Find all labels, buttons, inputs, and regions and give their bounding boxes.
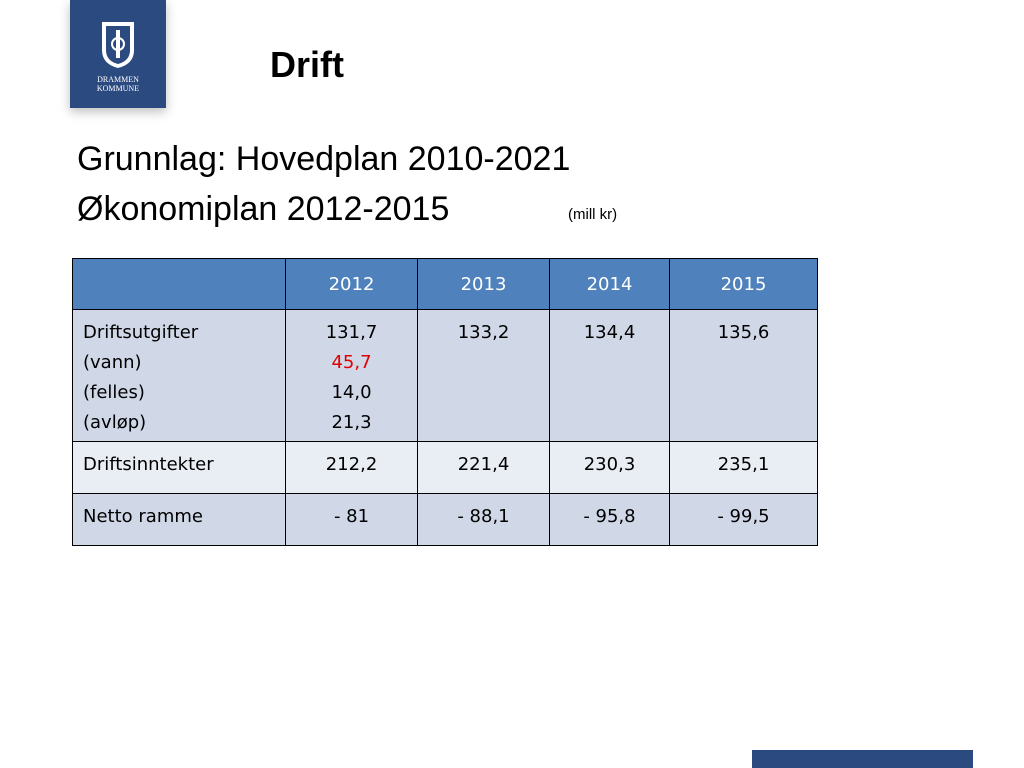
table-cell: - 95,8 [549, 493, 670, 546]
label-line: (avløp) [83, 412, 147, 433]
cell-value: 212,2 [325, 454, 378, 475]
label-line: Driftsinntekter [83, 454, 214, 475]
table-cell: 133,2 [417, 309, 550, 442]
cell-value: 131,7 [325, 322, 378, 343]
table-row: Driftsinntekter 212,2 221,4 230,3 235,1 [72, 441, 818, 494]
table-cell: - 81 [285, 493, 418, 546]
logo: DRAMMEN KOMMUNE [70, 0, 166, 108]
table-row: Netto ramme - 81 - 88,1 - 95,8 - 99,5 [72, 493, 818, 546]
header-cell: 2015 [669, 258, 818, 310]
header-cell [72, 258, 286, 310]
cell-value: 135,6 [717, 322, 770, 343]
cell-value: 21,3 [331, 412, 372, 433]
cell-value: 14,0 [331, 382, 372, 403]
table-cell: 212,2 [285, 441, 418, 494]
row-label: Driftsinntekter [72, 441, 286, 494]
subtitle: Grunnlag: Hovedplan 2010-2021 [77, 140, 571, 178]
label-line: (felles) [83, 382, 145, 403]
label-line: (vann) [83, 352, 142, 373]
table-cell: 134,4 [549, 309, 670, 442]
footer-bar [752, 750, 973, 768]
label-line: Netto ramme [83, 506, 203, 527]
label-line: Driftsutgifter [83, 322, 199, 343]
table-cell: 131,7 45,7 14,0 21,3 [285, 309, 418, 442]
logo-text: KOMMUNE [96, 84, 140, 93]
data-table: 2012 2013 2014 2015 Driftsutgifter (vann) (fe… [72, 258, 818, 546]
cell-value: 230,3 [583, 454, 636, 475]
cell-value: - 88,1 [457, 506, 510, 527]
table-row: Driftsutgifter (vann) (felles) (avløp) 131,7… [72, 309, 818, 442]
table-cell: - 88,1 [417, 493, 550, 546]
header-row: 2012 2013 2014 2015 [72, 258, 818, 310]
row-label: Driftsutgifter (vann) (felles) (avløp) [72, 309, 286, 442]
logo-emblem [102, 22, 134, 68]
title: Drift [270, 44, 344, 85]
table-cell: 221,4 [417, 441, 550, 494]
cell-value: - 81 [333, 506, 370, 527]
cell-value: - 95,8 [583, 506, 636, 527]
unit-note: (mill kr) [568, 206, 618, 223]
table-cell: 230,3 [549, 441, 670, 494]
table-cell: - 99,5 [669, 493, 818, 546]
table-cell: 235,1 [669, 441, 818, 494]
header-cell: 2014 [549, 258, 670, 310]
row-label: Netto ramme [72, 493, 286, 546]
table-cell: 135,6 [669, 309, 818, 442]
cell-value: 45,7 [331, 352, 372, 373]
header-cell: 2013 [417, 258, 550, 310]
subtitle: Økonomiplan 2012-2015 [77, 190, 450, 228]
cell-value: 133,2 [457, 322, 510, 343]
cell-value: 235,1 [717, 454, 770, 475]
cell-value: 221,4 [457, 454, 510, 475]
header-cell: 2012 [285, 258, 418, 310]
cell-value: - 99,5 [717, 506, 770, 527]
cell-value: 134,4 [583, 322, 636, 343]
logo-text: DRAMMEN [97, 75, 139, 84]
